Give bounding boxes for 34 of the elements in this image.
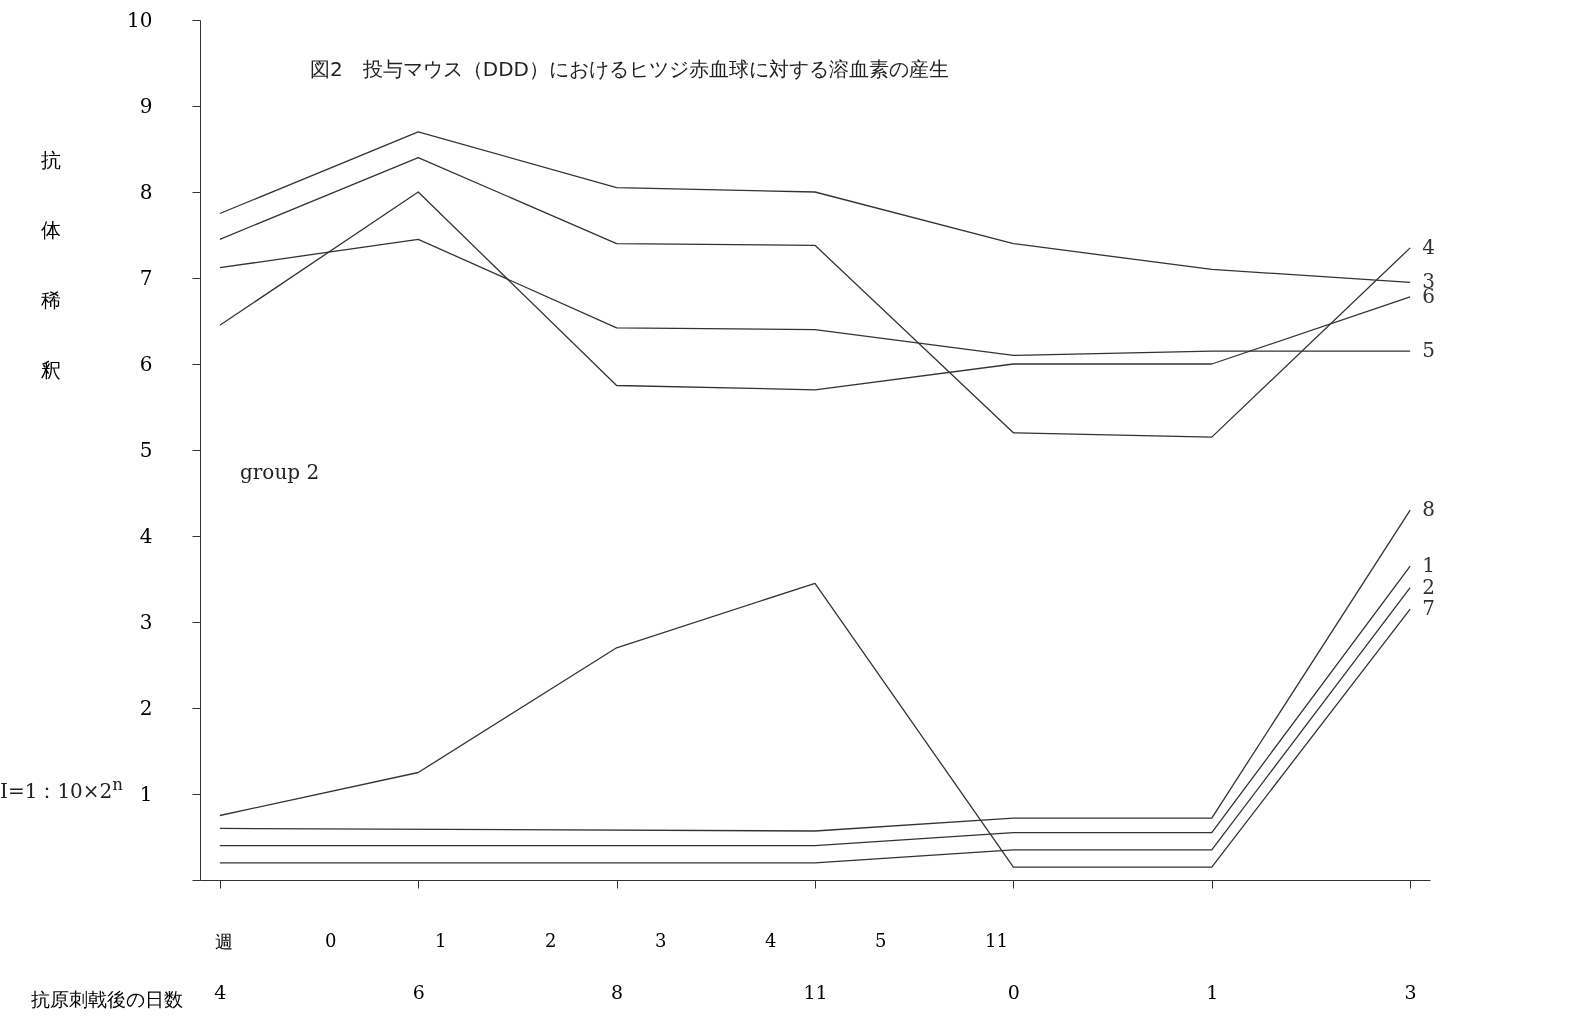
y-tick-label: 1	[139, 781, 153, 806]
annotation: group 2	[240, 460, 320, 484]
x-tick-label: 1	[1206, 980, 1219, 1003]
y-tick-label: 3	[139, 609, 153, 634]
x-axis-title: 抗原刺戟後の日数	[30, 987, 183, 1010]
series-label: 4	[1422, 234, 1435, 259]
y-tick-label: 9	[139, 93, 153, 118]
x-tick-label: 0	[1007, 980, 1020, 1003]
x-tick-label: 11	[803, 980, 828, 1003]
y-tick-label: 7	[139, 265, 153, 290]
text: 抗体稀釈	[40, 147, 61, 382]
series-label: 7	[1422, 596, 1435, 621]
text: 5	[875, 930, 888, 953]
y-tick-label: 8	[139, 179, 153, 204]
series-label: 8	[1422, 497, 1435, 522]
y-tick-label: 5	[139, 437, 153, 462]
text: 1	[435, 930, 448, 953]
x-tick-label: 6	[412, 980, 425, 1003]
text: 2	[545, 930, 558, 953]
text: 11	[985, 930, 1009, 953]
x-tick-label: 4	[214, 980, 227, 1003]
text: 週	[215, 930, 234, 954]
y-tick-label: 6	[139, 351, 153, 376]
text: I=1：10×2$^{n}$	[0, 775, 124, 805]
y-tick-label: 2	[139, 695, 153, 720]
x-tick-label: 3	[1404, 980, 1417, 1003]
series-label: 5	[1422, 338, 1435, 363]
text: 0	[325, 930, 338, 953]
text: 4	[765, 930, 778, 953]
y-tick-label: 4	[139, 523, 153, 548]
y-tick-label: 10	[127, 7, 153, 32]
text: 図2 投与マウス（DDD）におけるヒツジ赤血球に対する溶血素の産生	[310, 57, 949, 81]
x-tick-label: 8	[611, 980, 624, 1003]
text: 3	[655, 930, 668, 953]
